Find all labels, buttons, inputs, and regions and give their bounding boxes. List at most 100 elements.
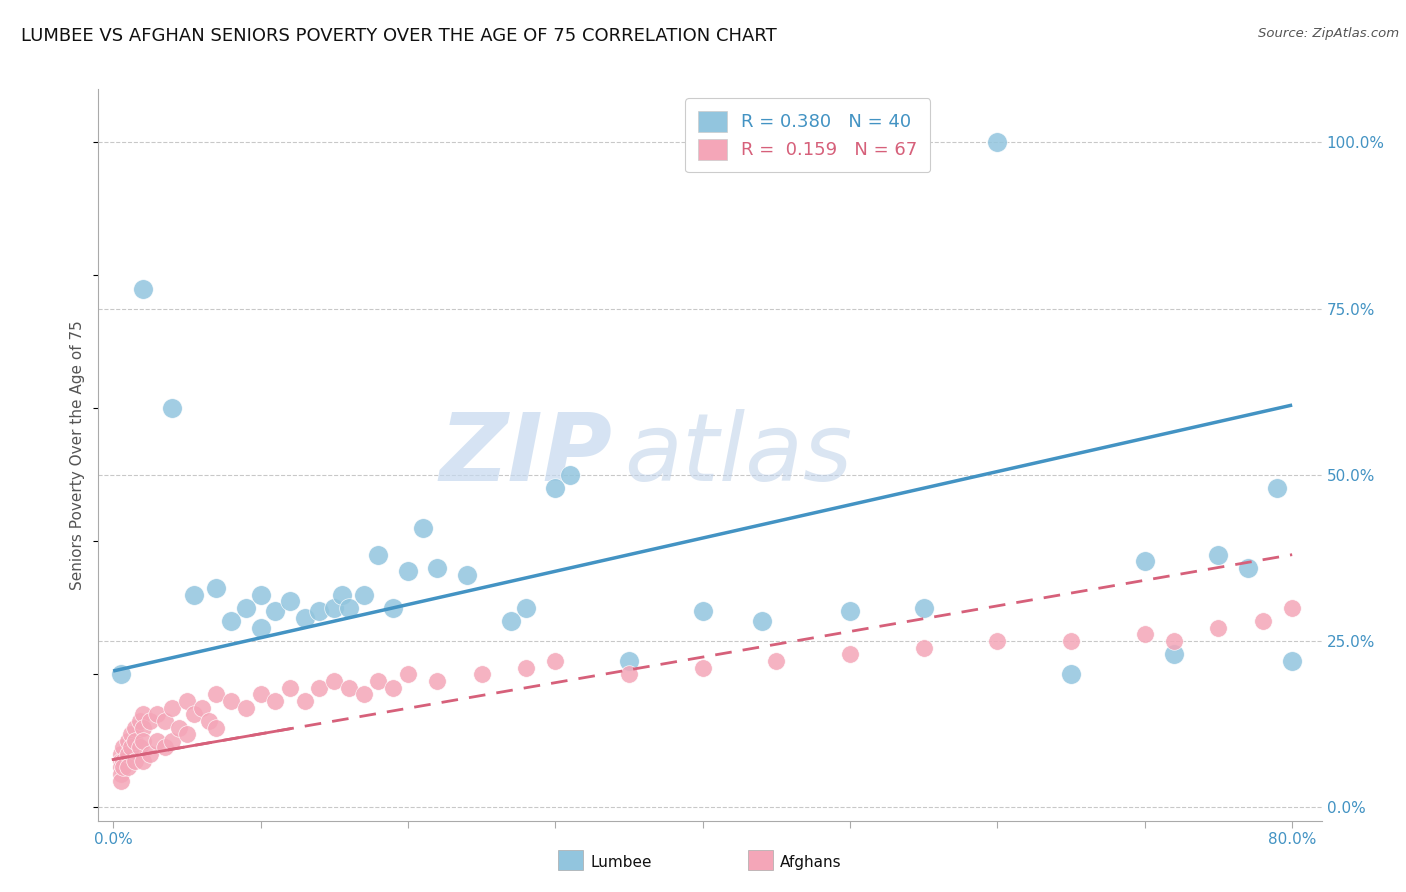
Point — [160, 401, 183, 416]
Point — [278, 681, 301, 695]
Point — [839, 604, 862, 618]
Point — [367, 673, 389, 688]
Point — [515, 600, 537, 615]
Point — [264, 604, 287, 618]
Text: atlas: atlas — [624, 409, 852, 500]
Point — [183, 588, 205, 602]
Point — [1237, 561, 1260, 575]
Point — [128, 740, 150, 755]
Text: ZIP: ZIP — [439, 409, 612, 501]
Point — [160, 734, 183, 748]
Point — [765, 654, 787, 668]
Point — [205, 687, 228, 701]
Point — [1163, 648, 1185, 662]
Point — [1281, 600, 1303, 615]
Point — [110, 747, 132, 761]
Point — [986, 634, 1008, 648]
Point — [219, 694, 242, 708]
Point — [1133, 554, 1156, 568]
Point — [124, 721, 146, 735]
Point — [169, 721, 191, 735]
Point — [337, 600, 360, 615]
Point — [146, 734, 169, 748]
Point — [153, 740, 176, 755]
Point — [382, 600, 405, 615]
Point — [117, 760, 139, 774]
Point — [353, 687, 375, 701]
Point — [1267, 481, 1289, 495]
Point — [124, 754, 146, 768]
Point — [120, 740, 142, 755]
Point — [139, 714, 162, 728]
Point — [912, 600, 935, 615]
Point — [146, 707, 169, 722]
Text: Lumbee: Lumbee — [591, 855, 652, 870]
Point — [353, 588, 375, 602]
Point — [112, 760, 135, 774]
Text: LUMBEE VS AFGHAN SENIORS POVERTY OVER THE AGE OF 75 CORRELATION CHART: LUMBEE VS AFGHAN SENIORS POVERTY OVER TH… — [21, 27, 778, 45]
Point — [294, 694, 316, 708]
Point — [205, 721, 228, 735]
FancyBboxPatch shape — [558, 850, 583, 870]
Point — [426, 673, 449, 688]
Point — [131, 707, 153, 722]
Point — [412, 521, 434, 535]
Point — [912, 640, 935, 655]
Point — [183, 707, 205, 722]
Point — [160, 700, 183, 714]
Point — [544, 481, 567, 495]
Point — [131, 734, 153, 748]
Point — [120, 727, 142, 741]
Point — [396, 667, 419, 681]
Point — [131, 754, 153, 768]
Point — [499, 614, 522, 628]
Point — [1281, 654, 1303, 668]
Point — [1060, 634, 1083, 648]
Point — [323, 600, 346, 615]
Point — [1251, 614, 1274, 628]
Point — [323, 673, 346, 688]
Point — [249, 687, 271, 701]
Point — [117, 747, 139, 761]
FancyBboxPatch shape — [748, 850, 773, 870]
Point — [617, 654, 640, 668]
Point — [426, 561, 449, 575]
Point — [139, 747, 162, 761]
Point — [367, 548, 389, 562]
Point — [112, 740, 135, 755]
Point — [544, 654, 567, 668]
Point — [692, 661, 714, 675]
Point — [110, 667, 132, 681]
Point — [190, 700, 212, 714]
Point — [131, 721, 153, 735]
Point — [308, 681, 330, 695]
Text: Afghans: Afghans — [780, 855, 842, 870]
Point — [456, 567, 478, 582]
Point — [382, 681, 405, 695]
Point — [471, 667, 494, 681]
Point — [176, 694, 198, 708]
Point — [294, 611, 316, 625]
Point — [278, 594, 301, 608]
Point — [396, 564, 419, 578]
Legend: R = 0.380   N = 40, R =  0.159   N = 67: R = 0.380 N = 40, R = 0.159 N = 67 — [686, 98, 931, 172]
Point — [558, 467, 581, 482]
Point — [110, 760, 132, 774]
Point — [198, 714, 221, 728]
Point — [110, 754, 132, 768]
Point — [128, 714, 150, 728]
Point — [112, 754, 135, 768]
Point — [515, 661, 537, 675]
Point — [1208, 548, 1230, 562]
Point — [751, 614, 773, 628]
Point — [249, 588, 271, 602]
Point — [117, 734, 139, 748]
Point — [110, 767, 132, 781]
Point — [219, 614, 242, 628]
Point — [110, 773, 132, 788]
Y-axis label: Seniors Poverty Over the Age of 75: Seniors Poverty Over the Age of 75 — [70, 320, 86, 590]
Point — [1208, 621, 1230, 635]
Point — [308, 604, 330, 618]
Point — [249, 621, 271, 635]
Point — [986, 136, 1008, 150]
